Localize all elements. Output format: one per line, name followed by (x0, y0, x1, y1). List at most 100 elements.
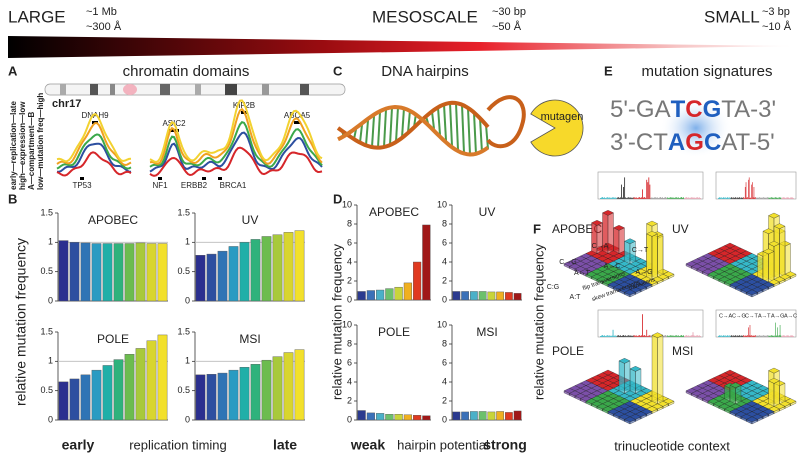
spectrum-bar (743, 335, 744, 337)
spectrum-bar (767, 335, 768, 337)
spectrum-bar (762, 197, 763, 199)
y-tick-label: 1 (48, 356, 53, 366)
spectrum-bar (771, 197, 773, 199)
spectrum-bar (625, 335, 627, 337)
spectrum-bar (631, 198, 633, 199)
domain-trace (56, 142, 132, 173)
chart-title: APOBEC (369, 205, 419, 219)
spectrum-bar (757, 198, 759, 199)
y-tick-label: 4 (347, 376, 352, 386)
spectrum-bar (764, 335, 766, 337)
spectrum-bar (679, 335, 681, 337)
bar (69, 378, 80, 421)
bar (272, 356, 283, 421)
band (195, 84, 201, 95)
gene-label: DNAH9 (81, 111, 109, 120)
block-side (651, 334, 658, 407)
spectrum-bar (648, 335, 650, 337)
block-side (596, 222, 603, 256)
spectrum-bar (785, 198, 786, 199)
y-tick-label: 10 (342, 319, 352, 329)
block-top (729, 382, 742, 388)
bar (505, 412, 513, 421)
spectrum-box (597, 309, 704, 338)
spectrum-bar (742, 197, 744, 199)
spectrum-bar (684, 198, 686, 199)
spectrum-bar (729, 336, 731, 337)
spectrum-bar (652, 198, 654, 199)
base-pair (461, 104, 465, 153)
spectrum-bar (686, 335, 688, 337)
y-tick-label: 2 (442, 395, 447, 405)
spectrum-bar (760, 197, 762, 199)
spectrum-bar (636, 336, 638, 337)
axis-end: late (273, 437, 297, 453)
spectrum-bar (759, 335, 761, 337)
band (90, 84, 98, 95)
spectrum-bar (737, 336, 739, 337)
gene-label: NF1 (152, 181, 168, 190)
spectrum-bar (791, 335, 793, 337)
spectrum-bar (740, 197, 741, 199)
scale-size: ~1 Mb (86, 6, 117, 18)
scale-size: ~10 Å (762, 20, 792, 33)
spectrum-bar (672, 335, 674, 337)
spectrum-bar (769, 336, 771, 337)
spectrum-bar (781, 336, 782, 337)
spectrum-bar (755, 197, 756, 199)
spectrum-bar (603, 197, 604, 199)
domain-trace (56, 151, 132, 177)
spectrum-bar (649, 184, 651, 199)
bar (513, 410, 522, 421)
spectrum-bar (721, 336, 723, 337)
spectrum-bar (633, 197, 635, 199)
spectrum-bar (675, 335, 677, 337)
bar (366, 290, 375, 301)
chart-title: APOBEC (88, 213, 138, 227)
chart-title: POLE (378, 325, 410, 339)
spectrum-legend: C→G (732, 313, 746, 319)
y-tick-label: 6 (347, 357, 352, 367)
spectrum-bar (728, 197, 729, 199)
spectrum-bar (659, 197, 661, 199)
spectrum-bar (683, 197, 684, 199)
spectrum-bar (723, 335, 725, 337)
spectrum-bar (744, 197, 745, 199)
spectrum-bar (655, 197, 657, 199)
spectrum-bar (682, 197, 683, 199)
y-tick-label: 0 (185, 414, 190, 424)
spectrum-bar (739, 197, 741, 199)
spectrum-bar (664, 197, 666, 199)
legend-entry: A—compartment—B (27, 112, 36, 190)
spectrum-bar (690, 335, 692, 337)
bar (394, 286, 403, 301)
bar (239, 367, 250, 421)
bar (452, 411, 461, 421)
spectrum-bar (748, 327, 749, 337)
spectrum-bar (746, 335, 748, 337)
bar (69, 242, 80, 302)
band (300, 84, 309, 95)
spectrum-bar (766, 197, 767, 199)
spectrum-bar (732, 335, 733, 337)
spectrum-bar (764, 197, 766, 199)
panel-title: chromatin domains (123, 63, 250, 80)
spectrum-bar (735, 335, 737, 337)
block-top (646, 231, 658, 237)
spectrum-bar (689, 336, 691, 337)
header: LARGE ~1 Mb ~300 Å MESOSCALE ~30 bp ~50 … (8, 6, 795, 58)
spectrum-bar (629, 335, 631, 337)
block-top (624, 416, 636, 423)
block-top (624, 289, 636, 296)
spectrum-bar (725, 198, 727, 199)
y-tick-label: 0 (442, 414, 447, 424)
spectrum-bar (741, 198, 743, 199)
spectrum-bar (752, 197, 754, 199)
spectrum-bar (692, 332, 694, 337)
spectrum-bar (601, 335, 602, 337)
legend-entry: high—expression—low (18, 101, 27, 190)
spectrum-bar (634, 335, 636, 337)
spectrum-bar (672, 197, 674, 199)
spectrum-bar (775, 197, 776, 199)
spectrum-bar (646, 179, 648, 199)
